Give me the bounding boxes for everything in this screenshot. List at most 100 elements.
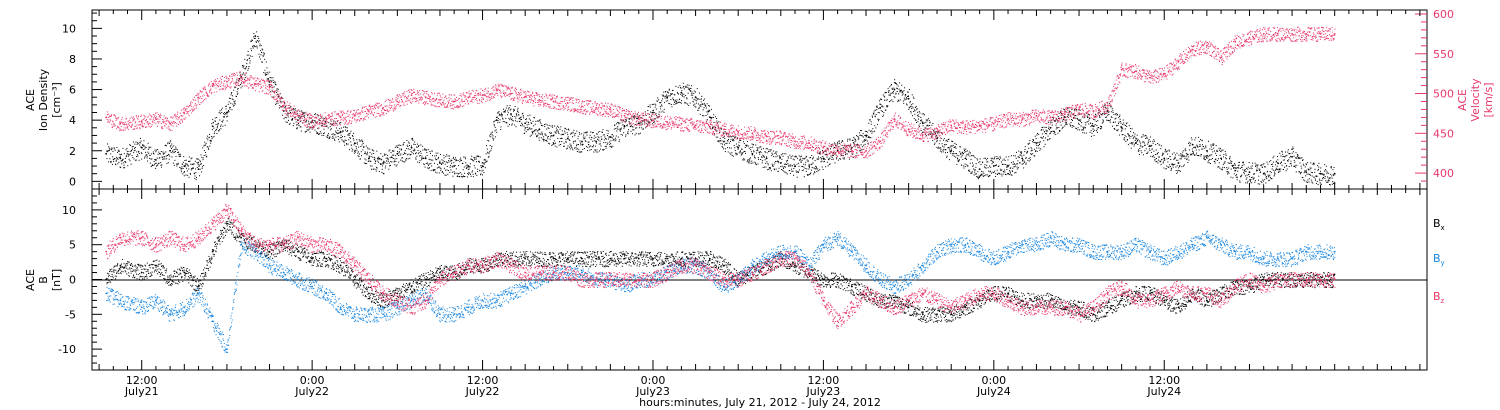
sample-dot [801, 170, 803, 172]
sample-dot [748, 161, 750, 163]
sample-dot [995, 165, 997, 167]
sample-dot [176, 149, 178, 151]
sample-dot [296, 127, 298, 129]
sample-dot [850, 147, 852, 149]
sample-dot [634, 124, 636, 126]
right-ytick-label-1: 450 [1433, 127, 1454, 140]
sample-dot [881, 111, 883, 113]
sample-dot [532, 133, 534, 135]
sample-dot [314, 129, 316, 131]
sample-dot [129, 160, 131, 162]
sample-dot [1314, 171, 1316, 173]
sample-dot [392, 154, 394, 156]
x-tick-day-2: July22 [465, 385, 500, 398]
sample-dot [882, 115, 884, 117]
sample-dot [344, 126, 346, 128]
sample-dot [1128, 134, 1130, 136]
sample-dot [1274, 169, 1276, 171]
sample-dot [374, 158, 376, 160]
sample-dot [411, 138, 413, 140]
sample-dot [223, 116, 225, 118]
sample-dot [386, 157, 388, 159]
sample-dot [280, 106, 282, 108]
sample-dot [544, 134, 546, 136]
sample-dot [155, 149, 157, 151]
sample-dot [873, 112, 875, 114]
sample-dot [781, 169, 783, 171]
sample-dot [554, 131, 556, 133]
sample-dot [404, 150, 406, 152]
sample-dot [1032, 139, 1034, 141]
sample-dot [1021, 163, 1023, 165]
sample-dot [116, 156, 118, 158]
sample-dot [1199, 145, 1201, 147]
sample-dot [399, 159, 401, 161]
sample-dot [1183, 155, 1185, 157]
sample-dot [388, 150, 390, 152]
sample-dot [898, 88, 900, 90]
sample-dot [278, 107, 280, 109]
sample-dot [604, 145, 606, 147]
sample-dot [624, 124, 626, 126]
sample-dot [1274, 172, 1276, 174]
sample-dot [654, 103, 656, 105]
sample-dot [1142, 141, 1144, 143]
sample-dot [685, 86, 687, 88]
sample-dot [1024, 151, 1026, 153]
sample-dot [1149, 149, 1151, 151]
sample-dot [1181, 166, 1183, 168]
sample-dot [732, 138, 734, 140]
sample-dot [753, 155, 755, 157]
sample-dot [408, 141, 410, 143]
sample-dot [804, 157, 806, 159]
sample-dot [1269, 161, 1271, 163]
sample-dot [1146, 153, 1148, 155]
sample-dot [860, 144, 862, 146]
sample-dot [293, 109, 295, 111]
sample-dot [371, 165, 373, 167]
sample-dot [1117, 113, 1119, 115]
sample-dot [213, 127, 215, 129]
sample-dot [801, 165, 803, 167]
sample-dot [380, 163, 382, 165]
sample-dot [1223, 162, 1225, 164]
sample-dot [359, 153, 360, 155]
sample-dot [403, 161, 405, 163]
sample-dot [816, 171, 818, 173]
sample-dot [1102, 120, 1104, 122]
data-point [765, 157, 768, 160]
sample-dot [1144, 150, 1146, 152]
sample-dot [902, 90, 904, 92]
sample-dot [601, 138, 603, 140]
sample-dot [419, 160, 421, 162]
sample-dot [1201, 148, 1203, 150]
sample-dot [145, 151, 147, 153]
sample-dot [615, 128, 617, 130]
sample-dot [363, 146, 365, 148]
sample-dot [1108, 111, 1110, 113]
sample-dot [1065, 123, 1067, 125]
sample-dot [926, 125, 928, 127]
bottom-ytick-label-0: -10 [58, 343, 76, 356]
sample-dot [644, 122, 646, 124]
sample-dot [1197, 146, 1199, 148]
sample-dot [1181, 156, 1183, 158]
sample-dot [519, 120, 521, 122]
sample-dot [1323, 170, 1325, 172]
sample-dot [1206, 157, 1208, 159]
sample-dot [658, 99, 660, 101]
sample-dot [834, 162, 836, 164]
sample-dot [918, 124, 920, 126]
sample-dot [1226, 171, 1228, 173]
sample-dot [316, 132, 318, 134]
sample-dot [510, 119, 512, 121]
sample-dot [556, 146, 558, 148]
sample-dot [1069, 110, 1071, 112]
sample-dot [1197, 155, 1199, 157]
sample-dot [439, 161, 441, 163]
sample-dot [501, 114, 503, 116]
sample-dot [402, 157, 404, 159]
sample-dot [704, 104, 706, 106]
sample-dot [1029, 140, 1031, 142]
sample-dot [1261, 164, 1263, 166]
